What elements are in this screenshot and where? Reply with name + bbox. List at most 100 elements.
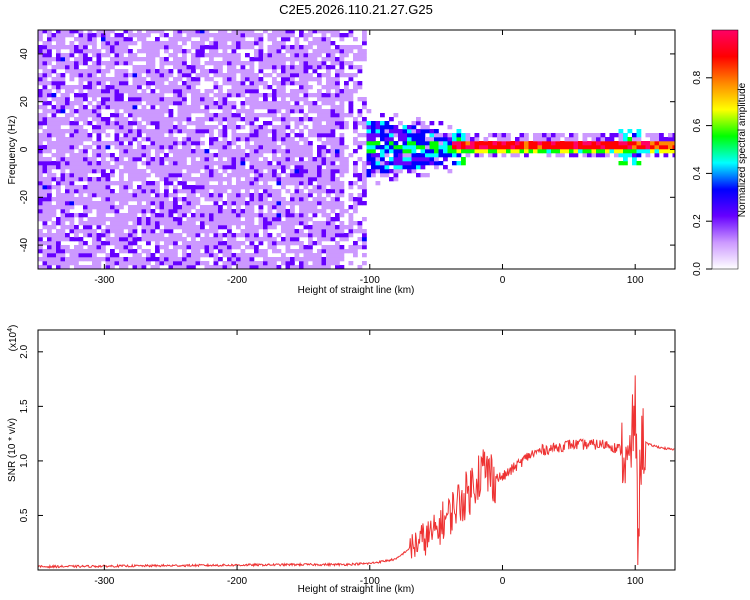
spectrogram-cell	[114, 49, 120, 54]
spectrogram-cell	[83, 189, 88, 194]
spectrogram-cell	[204, 241, 210, 246]
spectrogram-cell	[303, 217, 309, 222]
spectrogram-cell	[173, 153, 178, 158]
spectrogram-cell	[74, 237, 79, 242]
snr-frame	[37, 329, 676, 571]
spectrogram-cell	[51, 245, 57, 250]
spectrogram-cell	[510, 153, 516, 158]
spectrogram-cell	[245, 253, 250, 258]
spectrogram-cell	[294, 241, 300, 246]
spectrogram-cell	[128, 197, 133, 202]
spectrogram-cell	[339, 221, 345, 226]
spectrogram-cell	[47, 53, 52, 58]
spectrogram-cell	[191, 30, 196, 34]
spectrogram-cell	[164, 261, 169, 266]
spectrogram-cell	[281, 113, 286, 118]
spectrogram-cell	[326, 177, 331, 182]
spectrogram-cell	[285, 161, 291, 166]
spectrogram-cell	[272, 117, 277, 122]
spectrogram-cell	[128, 101, 133, 106]
spectrogram-cell	[389, 125, 394, 130]
spectrogram-cell	[263, 217, 268, 222]
spectrogram-cell	[236, 177, 241, 182]
spectrogram-cell	[312, 125, 318, 130]
spectrogram-cell	[272, 141, 277, 146]
spectrogram-cell	[141, 249, 147, 254]
spectrogram-cell	[240, 125, 246, 130]
spectrogram-cell	[87, 169, 93, 174]
spectrogram-cell	[362, 201, 367, 206]
spectrogram-cell	[47, 253, 52, 258]
spectrogram-cell	[240, 89, 246, 94]
spectrogram-cell	[164, 165, 169, 170]
spectrogram-cell	[339, 253, 345, 258]
spectrogram-cell	[60, 245, 66, 250]
spectrogram-cell	[254, 125, 259, 130]
spectrogram-cell	[114, 261, 120, 266]
spectrogram-cell	[285, 105, 291, 110]
spectrogram-cell	[249, 165, 255, 170]
spectrogram-cell	[600, 153, 606, 158]
spectrogram-cell	[78, 41, 84, 46]
spectrogram-cell	[177, 101, 183, 106]
spectrogram-cell	[312, 53, 318, 58]
spectrogram-cell	[312, 253, 318, 258]
spectrogram-cell	[141, 89, 147, 94]
spectrogram-cell	[533, 149, 538, 154]
spectrogram-cell	[357, 109, 363, 114]
spectrogram-cell	[182, 37, 187, 42]
spectrogram-cell	[389, 161, 394, 166]
spectrogram-cell	[614, 153, 619, 158]
spectrogram-cell	[267, 57, 273, 62]
spectrogram-cell	[38, 73, 43, 78]
spectrogram-cell	[186, 201, 192, 206]
spectrogram-cell	[204, 30, 210, 34]
spectrogram-cell	[128, 229, 133, 234]
spectrogram-cell	[339, 229, 345, 234]
spectrogram-cell	[146, 81, 151, 86]
spectrogram-cell	[348, 193, 354, 198]
spectrogram-cell	[38, 97, 43, 102]
spectrogram-cell	[78, 201, 84, 206]
spectrogram-cell	[488, 145, 493, 150]
spectrogram-cell	[209, 89, 214, 94]
spectrogram-cell	[411, 157, 417, 162]
spectrogram-cell	[119, 153, 124, 158]
spectrogram-cell	[263, 265, 268, 269]
spectrogram-cell	[308, 61, 313, 66]
spectrogram-cell	[69, 153, 75, 158]
spectrogram-cell	[245, 137, 250, 142]
spectrogram-cell	[132, 85, 138, 90]
spectrogram-cell	[128, 141, 133, 146]
spectrogram-cell	[299, 61, 304, 66]
spectrogram-cell	[285, 109, 291, 114]
spectrogram-cell	[60, 133, 66, 138]
spectrogram-cell	[249, 77, 255, 82]
spectrogram-cell	[303, 193, 309, 198]
spectrogram-cell	[276, 145, 282, 150]
spectrogram-cell	[299, 157, 304, 162]
spectrogram-cell	[285, 245, 291, 250]
spectrogram-cell	[285, 33, 291, 38]
spectrogram-cell	[272, 265, 277, 269]
spectrogram-cell	[299, 249, 304, 254]
spectrogram-cell	[326, 205, 331, 210]
spectrogram-cell	[452, 149, 457, 154]
spectrogram-cell	[636, 161, 642, 166]
spectrogram-cell	[263, 129, 268, 134]
spectrogram-cell	[123, 61, 129, 66]
spectrogram-cell	[56, 161, 61, 166]
spectrogram-cell	[159, 157, 165, 162]
spectrogram-cell	[294, 173, 300, 178]
spectrogram-cell	[294, 193, 300, 198]
spectrogram-cell	[321, 65, 327, 70]
spectrogram-cell	[357, 85, 363, 90]
spectrogram-cell	[551, 137, 556, 142]
spectrogram-cell	[150, 257, 156, 262]
spectrogram-cell	[249, 57, 255, 62]
spectrogram-cell	[308, 57, 313, 62]
spectrogram-cell	[281, 41, 286, 46]
spectrogram-cell	[411, 133, 417, 138]
spectrogram-cell	[245, 89, 250, 94]
spectrogram-cell	[56, 149, 61, 154]
